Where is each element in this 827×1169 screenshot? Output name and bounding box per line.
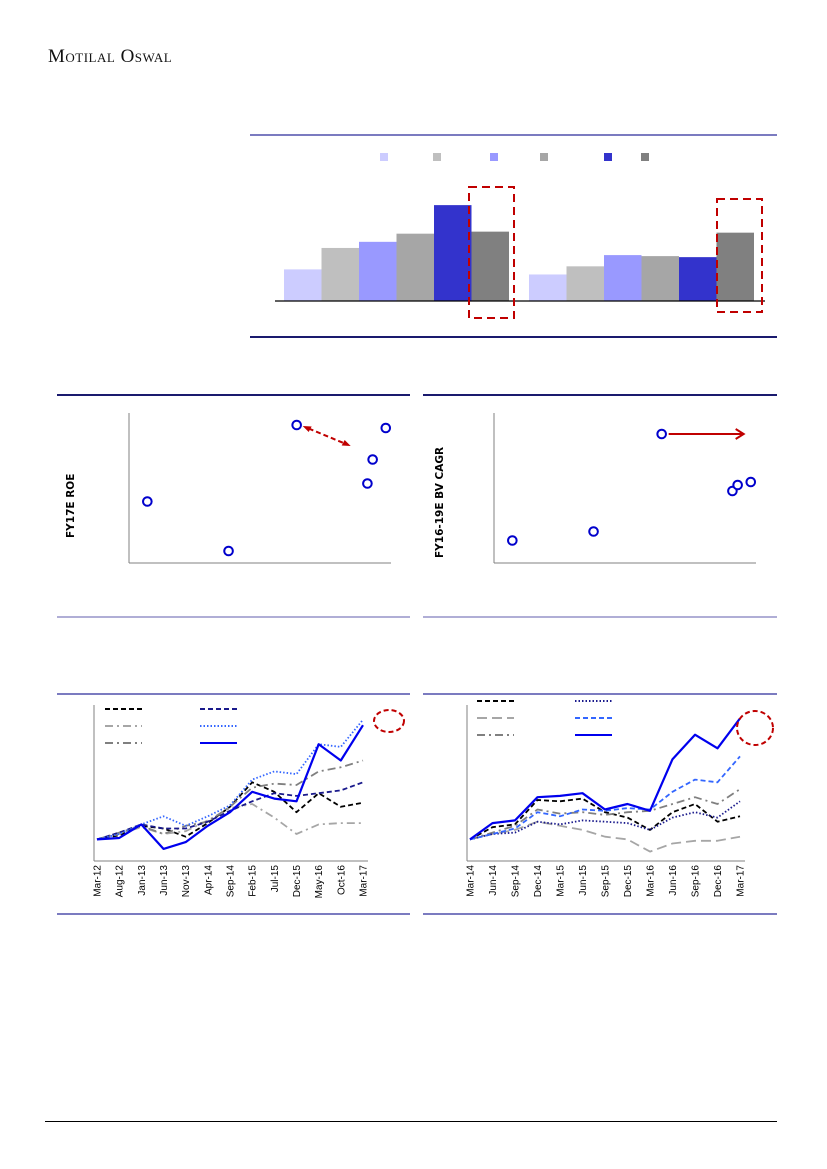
bar bbox=[716, 232, 754, 301]
x-tick-label: Jun-13 bbox=[159, 865, 170, 896]
series-line bbox=[96, 803, 363, 841]
legend-swatch bbox=[641, 153, 649, 161]
x-tick-label: Nov-13 bbox=[181, 865, 192, 898]
bar bbox=[604, 255, 642, 301]
x-tick-label: Sep-15 bbox=[601, 865, 612, 898]
bar bbox=[471, 231, 509, 301]
highlight-ellipse bbox=[736, 710, 774, 746]
legend-swatch bbox=[540, 153, 548, 161]
series-line bbox=[96, 719, 364, 841]
scatter-point bbox=[367, 454, 378, 465]
x-tick-label: Feb-15 bbox=[248, 865, 259, 897]
legend-swatch bbox=[604, 153, 612, 161]
x-tick-label: Sep-14 bbox=[511, 865, 522, 898]
scatter-left-bottom-rule bbox=[57, 616, 410, 618]
scatter-point bbox=[362, 478, 373, 489]
x-tick-label: Jun-16 bbox=[668, 865, 679, 896]
scatter-chart-roe bbox=[128, 413, 392, 564]
x-tick-label: Dec-16 bbox=[713, 865, 724, 898]
scatter-right-ylabel: FY16-19E BV CAGR bbox=[434, 446, 446, 558]
bar bbox=[321, 247, 359, 301]
x-tick-label: Jun-14 bbox=[488, 865, 499, 896]
x-tick-label: Mar-17 bbox=[359, 865, 370, 897]
series-line bbox=[469, 755, 741, 841]
legend-swatch bbox=[490, 153, 498, 161]
x-tick-label: Jun-15 bbox=[578, 865, 589, 896]
x-tick-label: Mar-17 bbox=[736, 865, 747, 897]
x-tick-label: Dec-15 bbox=[623, 865, 634, 898]
scatter-right-top-rule bbox=[423, 394, 777, 396]
line-chart-left: Mar-12 Aug-12 Jan-13 Jun-13 Nov-13 Apr-14 Sep-… bbox=[93, 705, 405, 899]
company-logo: Motilal Oswal bbox=[48, 46, 173, 67]
bar bbox=[679, 257, 717, 301]
line-chart-right: Mar-14 Jun-14 Sep-14 Dec-14 Mar-15 Jun-15 Sep-… bbox=[466, 700, 774, 898]
scatter-point bbox=[380, 422, 392, 434]
x-tick-label: Jan-13 bbox=[137, 865, 148, 896]
x-tick-label: Apr-14 bbox=[203, 865, 214, 895]
x-tick-label: Aug-12 bbox=[115, 865, 126, 898]
footer-rule bbox=[45, 1121, 777, 1122]
arrow-head bbox=[735, 428, 746, 440]
series-line bbox=[469, 717, 741, 841]
bar bbox=[529, 274, 567, 301]
scatter-point bbox=[588, 526, 599, 537]
x-tick-label: Mar-15 bbox=[556, 865, 567, 897]
bar-exhibit-bottom-rule bbox=[250, 336, 777, 338]
series-line bbox=[469, 820, 741, 853]
line-right-top-rule bbox=[423, 693, 777, 695]
x-tick-label: Mar-12 bbox=[93, 865, 104, 897]
x-tick-label: Jul-15 bbox=[270, 865, 281, 893]
bar-chart bbox=[275, 153, 765, 319]
highlight-box bbox=[468, 186, 515, 319]
scatter-right-bottom-rule bbox=[423, 616, 777, 618]
scatter-left-ylabel: FY17E ROE bbox=[65, 473, 77, 538]
line-left-bottom-rule bbox=[57, 913, 410, 915]
arrow-head bbox=[341, 440, 351, 446]
series-line bbox=[469, 800, 741, 841]
legend-swatch bbox=[433, 153, 441, 161]
x-tick-label: Oct-16 bbox=[336, 865, 347, 895]
bar bbox=[359, 241, 397, 301]
arrow-head bbox=[302, 426, 312, 432]
series-line bbox=[469, 797, 741, 841]
bar bbox=[434, 205, 472, 301]
bar bbox=[284, 269, 322, 301]
scatter-chart-bv-cagr bbox=[493, 413, 757, 564]
x-tick-label: Sep-14 bbox=[226, 865, 237, 898]
scatter-left-top-rule bbox=[57, 394, 410, 396]
x-tick-label: Dec-15 bbox=[292, 865, 303, 898]
x-tick-label: May-16 bbox=[314, 865, 325, 899]
line-right-bottom-rule bbox=[423, 913, 777, 915]
x-tick-label: Dec-14 bbox=[533, 865, 544, 898]
x-tick-label: Mar-16 bbox=[646, 865, 657, 897]
legend-swatch bbox=[380, 153, 388, 161]
series-line bbox=[96, 724, 364, 850]
scatter-point bbox=[732, 479, 743, 491]
x-tick-label: Mar-14 bbox=[466, 865, 477, 897]
highlight-ellipse bbox=[373, 709, 405, 733]
line-left-top-rule bbox=[57, 693, 410, 695]
bar bbox=[396, 233, 434, 301]
bar-exhibit-top-rule bbox=[250, 134, 777, 136]
scatter-point bbox=[745, 476, 757, 488]
scatter-point bbox=[291, 419, 302, 431]
bar bbox=[566, 266, 604, 301]
scatter-point bbox=[223, 545, 234, 557]
bar bbox=[641, 256, 679, 301]
double-arrow-line bbox=[308, 427, 346, 445]
series-line bbox=[96, 781, 364, 841]
x-tick-label: Sep-16 bbox=[691, 865, 702, 898]
scatter-point bbox=[507, 535, 518, 546]
series-line bbox=[469, 788, 741, 841]
scatter-point bbox=[656, 428, 667, 440]
scatter-point bbox=[142, 496, 153, 507]
